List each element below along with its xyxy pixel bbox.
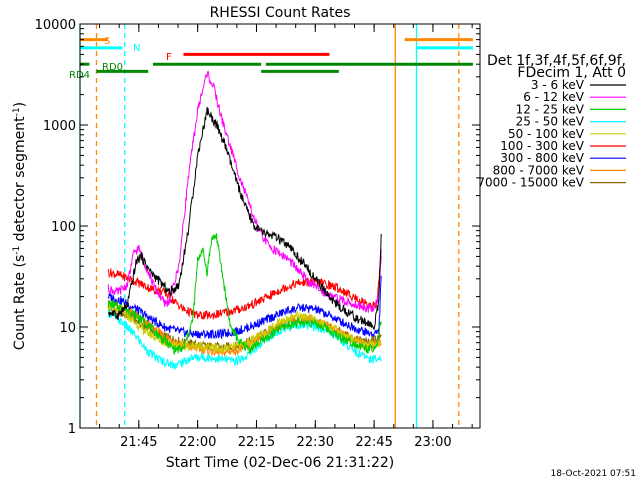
legend-entry-label: 300 - 800 keV (500, 151, 584, 165)
flag-label-f: F (166, 52, 172, 63)
y-tick-label: 10 (59, 321, 76, 336)
flag-label-rd0: RD0 (102, 62, 123, 73)
legend-entry-label: 50 - 100 keV (508, 127, 585, 141)
x-axis: 21:45 22:00 22:15 22:30 22:45 23:00 (79, 24, 473, 450)
legend-header-1: Det 1f,3f,4f,5f,6f,9f, (487, 53, 626, 69)
legend-entry-label: 800 - 7000 keV (493, 163, 585, 177)
y-axis-label: Count Rate (s-1 detector segment-1) (12, 102, 28, 350)
y-tick-label: 100 (51, 220, 76, 235)
series-line-100-300-kev (107, 255, 382, 320)
legend-entry-label: 25 - 50 keV (516, 115, 585, 129)
y-tick-label: 1 (68, 422, 76, 437)
flag-label-s: S (104, 36, 110, 47)
x-tick-label: 21:45 (120, 435, 157, 450)
x-tick-label: 22:15 (238, 435, 275, 450)
x-tick-label: 22:45 (355, 435, 392, 450)
flag-label-n: N (133, 43, 140, 54)
x-axis-label: Start Time (02-Dec-06 21:31:22) (166, 455, 394, 471)
series-line-12-25-kev (107, 233, 382, 356)
series-line-300-800-kev (107, 275, 382, 340)
legend-entry-label: 12 - 25 keV (516, 102, 585, 116)
legend-entry-label: 3 - 6 keV (531, 78, 585, 92)
y-tick-label: 1000 (43, 119, 76, 134)
x-tick-label: 22:00 (179, 435, 216, 450)
legend-entry-label: 7000 - 15000 keV (477, 176, 584, 190)
chart-title: RHESSI Count Rates (210, 5, 351, 21)
x-tick-label: 23:00 (414, 435, 451, 450)
legend-entry-label: 6 - 12 keV (523, 90, 585, 104)
legend: Det 1f,3f,4f,5f,6f,9f, FDecim 1, Att 0 3… (477, 53, 626, 190)
x-tick-label: 22:30 (297, 435, 334, 450)
legend-header-2: FDecim 1, Att 0 (517, 65, 626, 81)
series-line-3-6-kev (107, 106, 382, 331)
y-tick-label: 10000 (35, 18, 76, 33)
series-line-6-12-kev (107, 70, 382, 313)
timestamp: 18-Oct-2021 07:51 (551, 469, 636, 479)
y-axis: 1 10 100 1000 10000 (35, 18, 480, 437)
legend-entry-label: 100 - 300 keV (500, 139, 584, 153)
